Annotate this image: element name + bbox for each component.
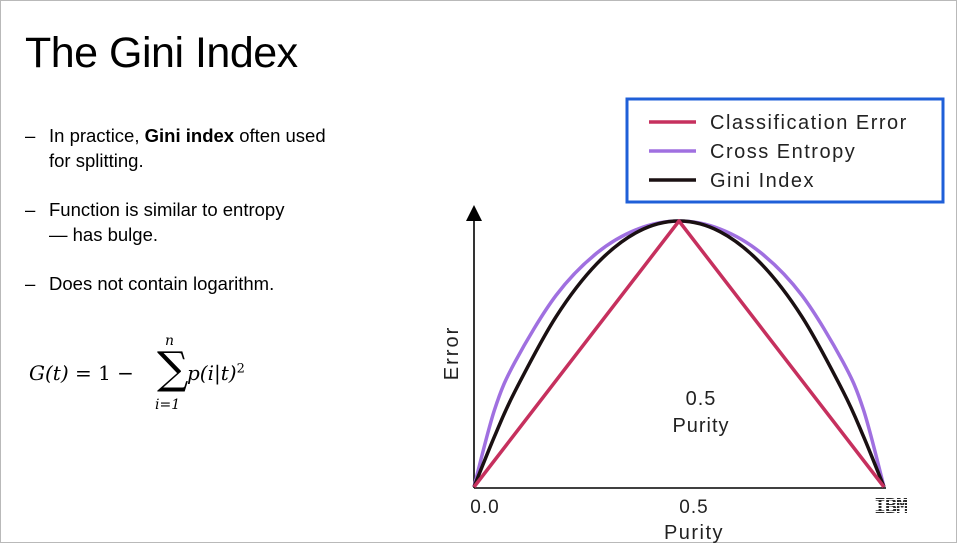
- formula-function: G(t): [29, 361, 69, 385]
- y-axis-label: Error: [441, 326, 463, 380]
- legend: Classification Error Cross Entropy Gini …: [625, 97, 945, 204]
- bullet-dash: –: [25, 125, 36, 146]
- x-axis-label: Purity: [664, 522, 724, 544]
- bullet-text: Function is similar to entropy: [49, 199, 285, 220]
- ibm-logo: IBM: [874, 494, 908, 518]
- series-line-gini-index: [472, 219, 886, 488]
- series-group: [472, 219, 886, 489]
- gini-formula: G(t) = 1 − n ∑ i=1 p(i|t)2: [27, 331, 287, 421]
- bullet-text: often used: [234, 125, 326, 146]
- bullet-text: Does not contain logarithm.: [49, 273, 275, 294]
- bullet-item: – In practice, Gini index often used for…: [25, 123, 405, 173]
- series-line-classification-error: [472, 219, 886, 489]
- bullet-item: – Function is similar to entropy — has b…: [25, 197, 405, 247]
- sum-lower-limit: i=1: [155, 397, 181, 413]
- slide-title: The Gini Index: [25, 29, 298, 77]
- bullet-list: – In practice, Gini index often used for…: [25, 123, 405, 320]
- bullet-dash: –: [25, 199, 36, 220]
- bullet-bold-text: Gini index: [144, 125, 235, 146]
- chart-annotation: 0.5: [686, 388, 717, 410]
- legend-label: Classification Error: [710, 112, 908, 134]
- x-tick-label: 0.0: [470, 497, 499, 518]
- chart-annotation: Purity: [672, 415, 729, 437]
- formula-equals: = 1 −: [68, 361, 134, 385]
- legend-label: Gini Index: [710, 170, 815, 192]
- summand-text: p(i|t): [187, 361, 237, 385]
- bullet-text: In practice,: [49, 125, 145, 146]
- x-tick-label: 0.5: [679, 497, 708, 518]
- legend-label: Cross Entropy: [710, 141, 856, 163]
- bullet-text: for splitting.: [49, 150, 144, 171]
- bullet-text: — has bulge.: [49, 224, 159, 245]
- sum-symbol: ∑: [157, 343, 189, 394]
- formula-summand: p(i|t)2: [187, 361, 245, 385]
- bullet-item: – Does not contain logarithm.: [25, 271, 405, 296]
- bullet-line: for splitting.: [49, 148, 405, 173]
- formula-lhs: G(t) = 1 −: [29, 361, 134, 385]
- sum-upper-limit: n: [165, 333, 175, 349]
- bullet-line: Function is similar to entropy: [49, 197, 405, 222]
- bullet-dash: –: [25, 273, 36, 294]
- summand-exponent: 2: [236, 361, 245, 377]
- bullet-line: — has bulge.: [49, 222, 405, 247]
- bullet-line: Does not contain logarithm.: [49, 271, 405, 296]
- bullet-line: In practice, Gini index often used: [49, 123, 405, 148]
